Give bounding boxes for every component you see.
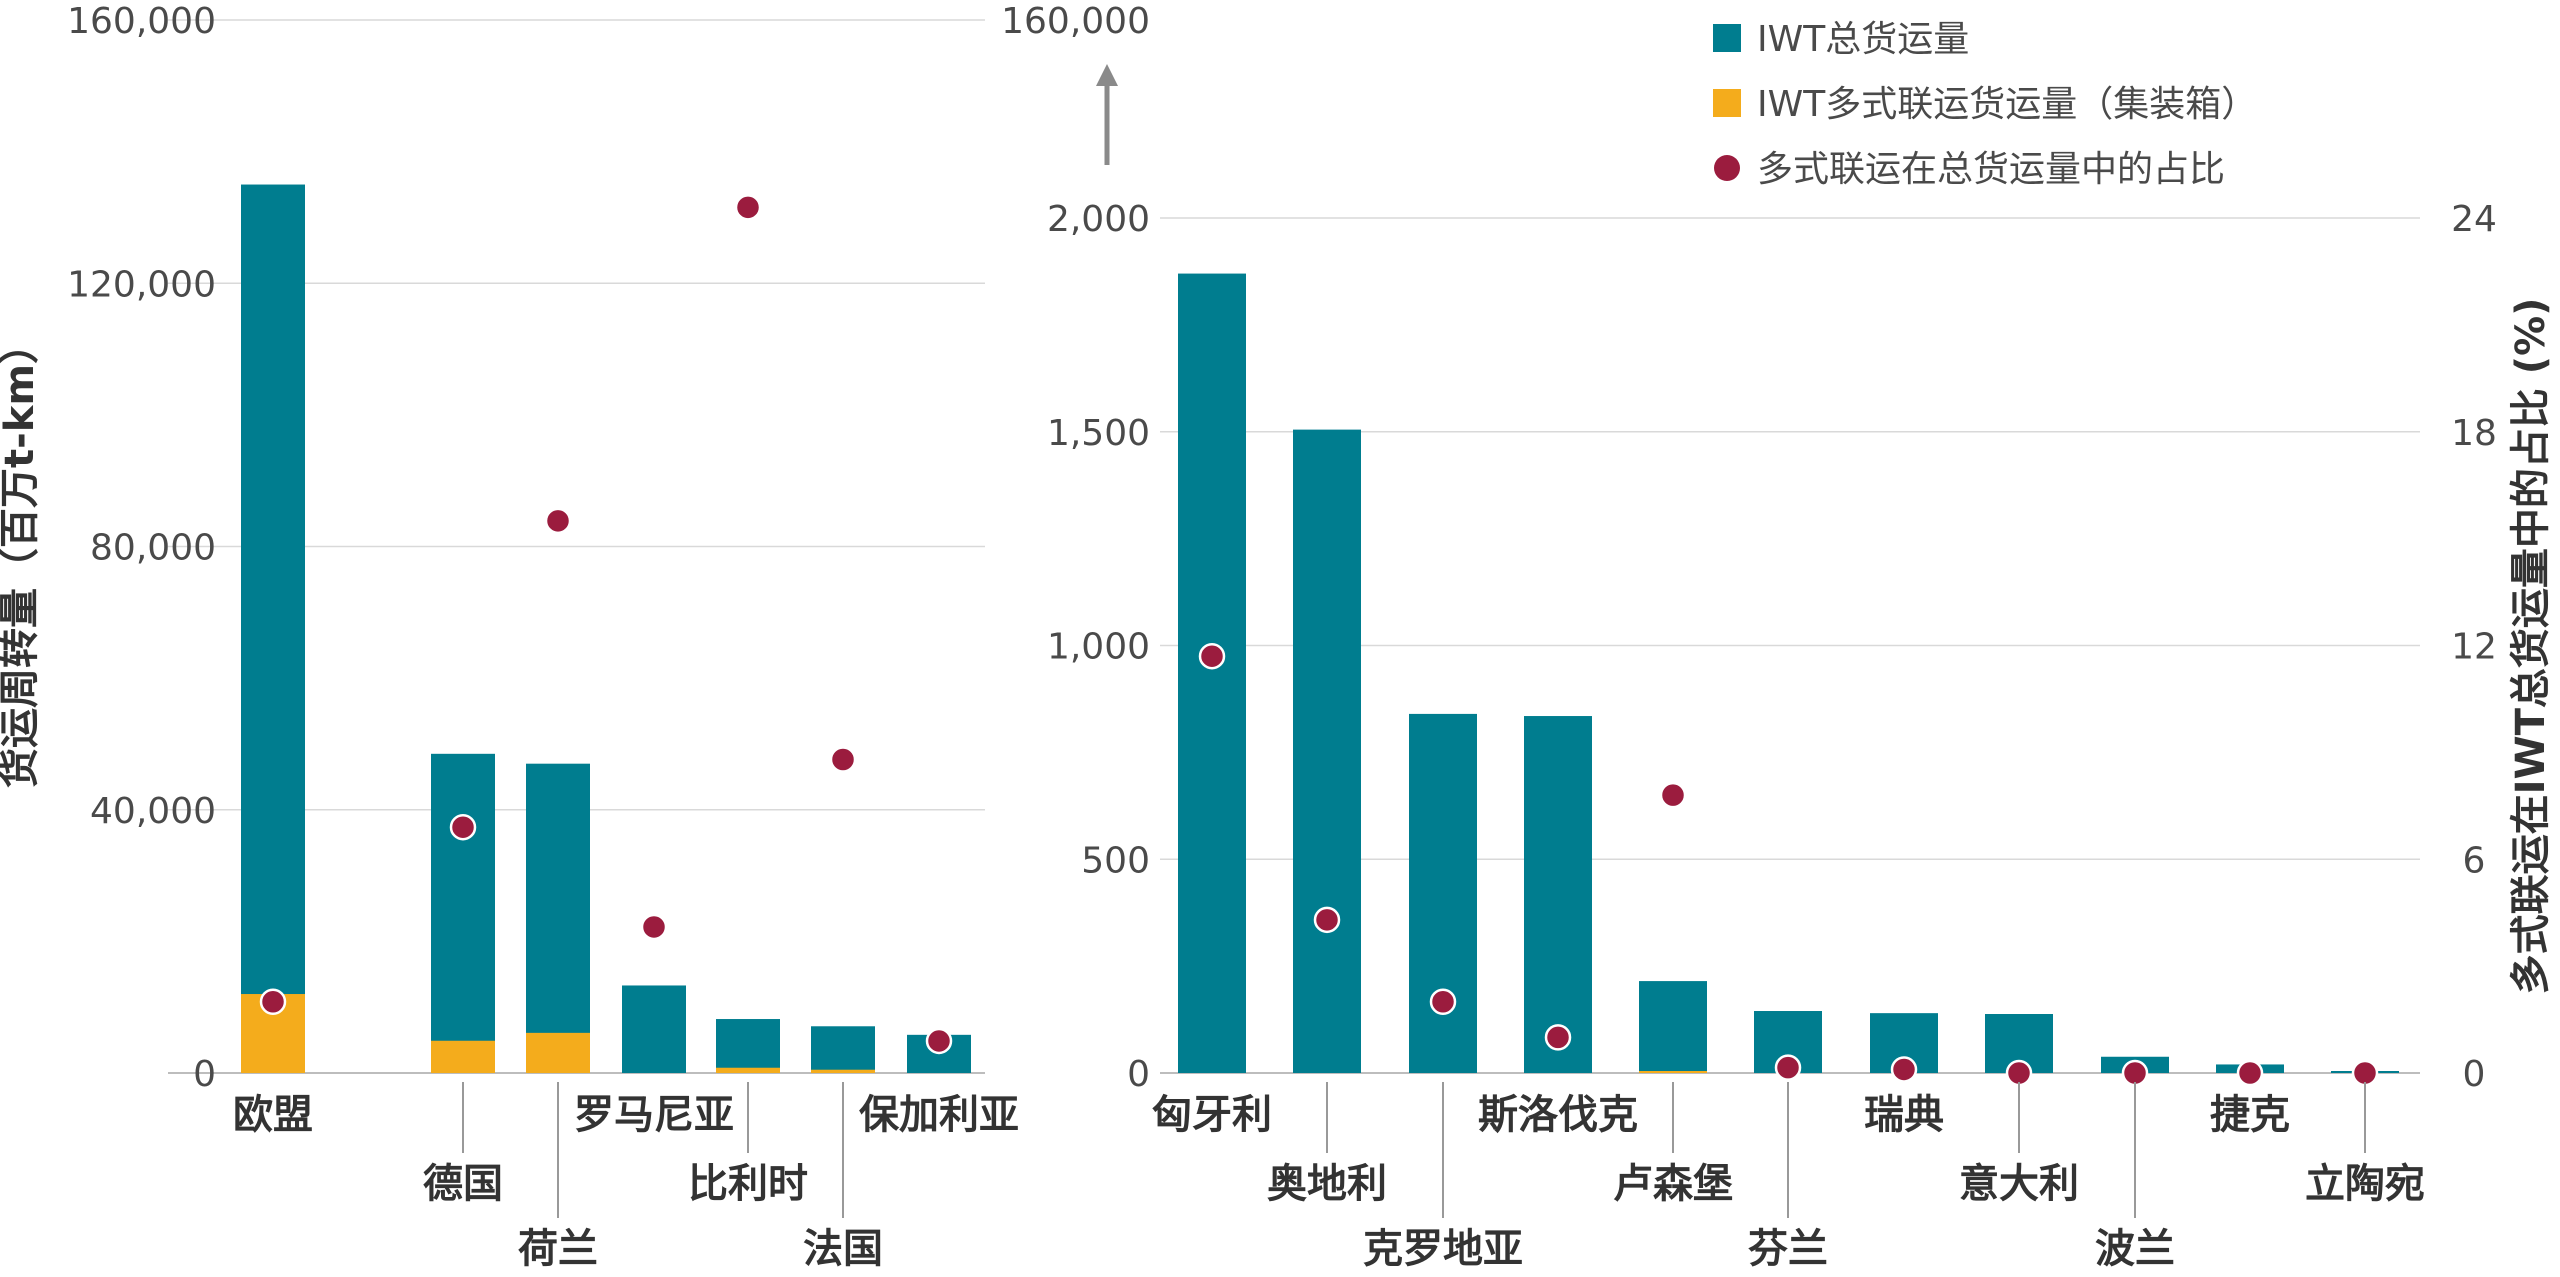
- right-y-tick-label: 1,500: [1047, 413, 1150, 454]
- share-point-5: [829, 746, 857, 773]
- legend-label: 多式联运在总货运量中的占比: [1757, 149, 2225, 190]
- category-label-6: 瑞典: [1864, 1092, 1944, 1138]
- share-point-10: [2351, 1059, 2379, 1087]
- bar-total-3: [1524, 716, 1592, 1073]
- bar-intermodal-4: [1639, 1071, 1707, 1073]
- category-label-7: 意大利: [1959, 1161, 2079, 1207]
- share-point-5: [1774, 1054, 1802, 1081]
- left-y-tick-label: 40,000: [90, 791, 216, 832]
- share-point-2: [1429, 988, 1457, 1015]
- share-point-8: [2121, 1059, 2149, 1087]
- percent-tick-label: 18: [2451, 413, 2497, 454]
- legend-swatch: [1713, 89, 1741, 117]
- bar-intermodal-5: [811, 1069, 875, 1073]
- legend: IWT总货运量 IWT多式联运货运量（集装箱） 多式联运在总货运量中的占比: [1713, 19, 2257, 190]
- right-y-tick-label: 2,000: [1047, 199, 1150, 240]
- category-label-3: 罗马尼亚: [574, 1092, 734, 1138]
- share-point-9: [2236, 1059, 2264, 1087]
- bar-total-1: [431, 753, 495, 1073]
- share-point-6: [925, 1027, 953, 1055]
- left-y-tick-label: 80,000: [90, 528, 216, 569]
- category-label-8: 波兰: [2095, 1226, 2175, 1272]
- left-y-tick-label: 160,000: [67, 1, 216, 42]
- percent-tick-label: 6: [2463, 840, 2486, 881]
- left-y-tick-label: 120,000: [67, 264, 216, 305]
- share-point-0: [259, 988, 287, 1015]
- legend-label: IWT多式联运货运量（集装箱）: [1757, 84, 2257, 125]
- category-label-5: 法国: [803, 1226, 883, 1272]
- bar-total-3: [622, 985, 686, 1073]
- bar-total-2: [1409, 713, 1477, 1073]
- left-panel: 0 40,000 80,000 120,000 160,000 货运周转量（百万t-km）…: [0, 1, 1019, 1272]
- category-label-5: 芬兰: [1748, 1226, 1828, 1272]
- share-point-2: [544, 507, 572, 535]
- share-point-1: [1313, 906, 1341, 934]
- share-point-0: [1198, 642, 1226, 670]
- bar-total-0: [1178, 273, 1246, 1073]
- bar-total-1: [1293, 429, 1361, 1073]
- right-y-tick-label: 1,000: [1047, 627, 1150, 668]
- share-point-6: [1890, 1056, 1918, 1083]
- category-label-0: 匈牙利: [1152, 1092, 1272, 1138]
- percent-tick-label: 0: [2463, 1054, 2486, 1095]
- right-y-axis-title: 多式联运在IWT总货运量中的占比 (%): [2508, 298, 2554, 995]
- percent-tick-label: 24: [2451, 199, 2497, 240]
- legend-swatch: [1713, 24, 1741, 52]
- bar-total-2: [526, 763, 590, 1073]
- bar-total-5: [811, 1026, 875, 1073]
- share-point-1: [449, 813, 477, 841]
- category-label-0: 欧盟: [233, 1092, 313, 1138]
- bar-total-4: [1639, 981, 1707, 1073]
- percent-tick-label: 12: [2451, 627, 2497, 668]
- category-label-1: 德国: [423, 1161, 503, 1207]
- category-label-4: 比利时: [688, 1161, 808, 1207]
- category-label-9: 捷克: [2210, 1092, 2290, 1138]
- bar-intermodal-4: [716, 1067, 780, 1073]
- axis-break-arrow-icon: [1096, 64, 1118, 86]
- bar-intermodal-2: [526, 1032, 590, 1073]
- right-y-tick-label: 0: [1127, 1054, 1150, 1095]
- share-point-3: [640, 913, 668, 941]
- right-panel: 0 500 1,000 1,500 2,000 0 6 12 18 24 160,000 多式联运在I…: [1001, 1, 2554, 1272]
- category-label-6: 保加利亚: [859, 1092, 1019, 1138]
- legend-swatch: [1714, 155, 1740, 181]
- legend-label: IWT总货运量: [1757, 19, 1969, 60]
- left-y-tick-label: 0: [193, 1054, 216, 1095]
- axis-break-top-label: 160,000: [1001, 1, 1150, 42]
- category-label-2: 荷兰: [518, 1226, 598, 1272]
- bar-total-0: [241, 184, 305, 1073]
- category-label-3: 斯洛伐克: [1478, 1092, 1638, 1138]
- category-label-2: 克罗地亚: [1363, 1226, 1523, 1272]
- category-label-4: 卢森堡: [1613, 1161, 1733, 1207]
- category-label-10: 立陶宛: [2305, 1161, 2425, 1207]
- category-label-1: 奥地利: [1267, 1161, 1387, 1207]
- right-y-tick-label: 500: [1081, 840, 1150, 881]
- share-point-7: [2005, 1059, 2033, 1087]
- share-point-4: [1659, 781, 1687, 809]
- left-y-axis-title: 货运周转量（百万t-km）: [0, 324, 43, 788]
- bar-total-4: [716, 1019, 780, 1073]
- share-point-4: [734, 194, 762, 221]
- share-point-3: [1544, 1024, 1572, 1051]
- bar-intermodal-1: [431, 1040, 495, 1073]
